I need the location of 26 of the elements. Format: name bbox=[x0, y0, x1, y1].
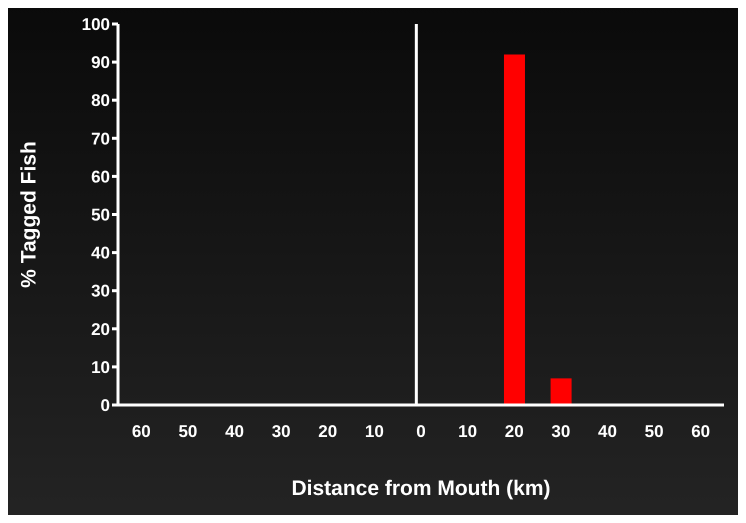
x-tick-label: 40 bbox=[225, 422, 244, 442]
y-tick-label: 50 bbox=[91, 206, 110, 225]
x-tick-label: 30 bbox=[272, 422, 291, 442]
x-tick-label: 20 bbox=[318, 422, 338, 442]
y-tick-label: 0 bbox=[100, 396, 110, 416]
y-tick-label: 90 bbox=[91, 53, 110, 72]
y-tick-label: 30 bbox=[91, 282, 110, 301]
x-tick-label: 0 bbox=[416, 422, 426, 442]
x-tick-label: 10 bbox=[364, 422, 384, 442]
x-axis-title: Distance from Mouth (km) bbox=[291, 477, 551, 500]
y-axis-title: % Tagged Fish bbox=[17, 141, 40, 288]
x-tick-label: 60 bbox=[132, 422, 151, 442]
x-tick-label: 50 bbox=[178, 422, 198, 442]
y-tick-label: 100 bbox=[82, 15, 110, 34]
x-tick-label: 60 bbox=[691, 422, 710, 442]
y-tick-label: 60 bbox=[91, 167, 110, 186]
y-tick-label: 70 bbox=[91, 129, 110, 148]
x-tick-label: 40 bbox=[598, 422, 617, 442]
y-tick-label: 80 bbox=[91, 91, 110, 110]
x-tick-label: 50 bbox=[644, 422, 664, 442]
x-tick-label: 20 bbox=[504, 422, 524, 442]
y-tick-label: 40 bbox=[91, 244, 110, 263]
y-tick-label: 20 bbox=[91, 320, 110, 339]
x-tick-label: 10 bbox=[458, 422, 478, 442]
x-tick-label: 30 bbox=[551, 422, 570, 442]
y-tick-label: 10 bbox=[91, 358, 110, 377]
